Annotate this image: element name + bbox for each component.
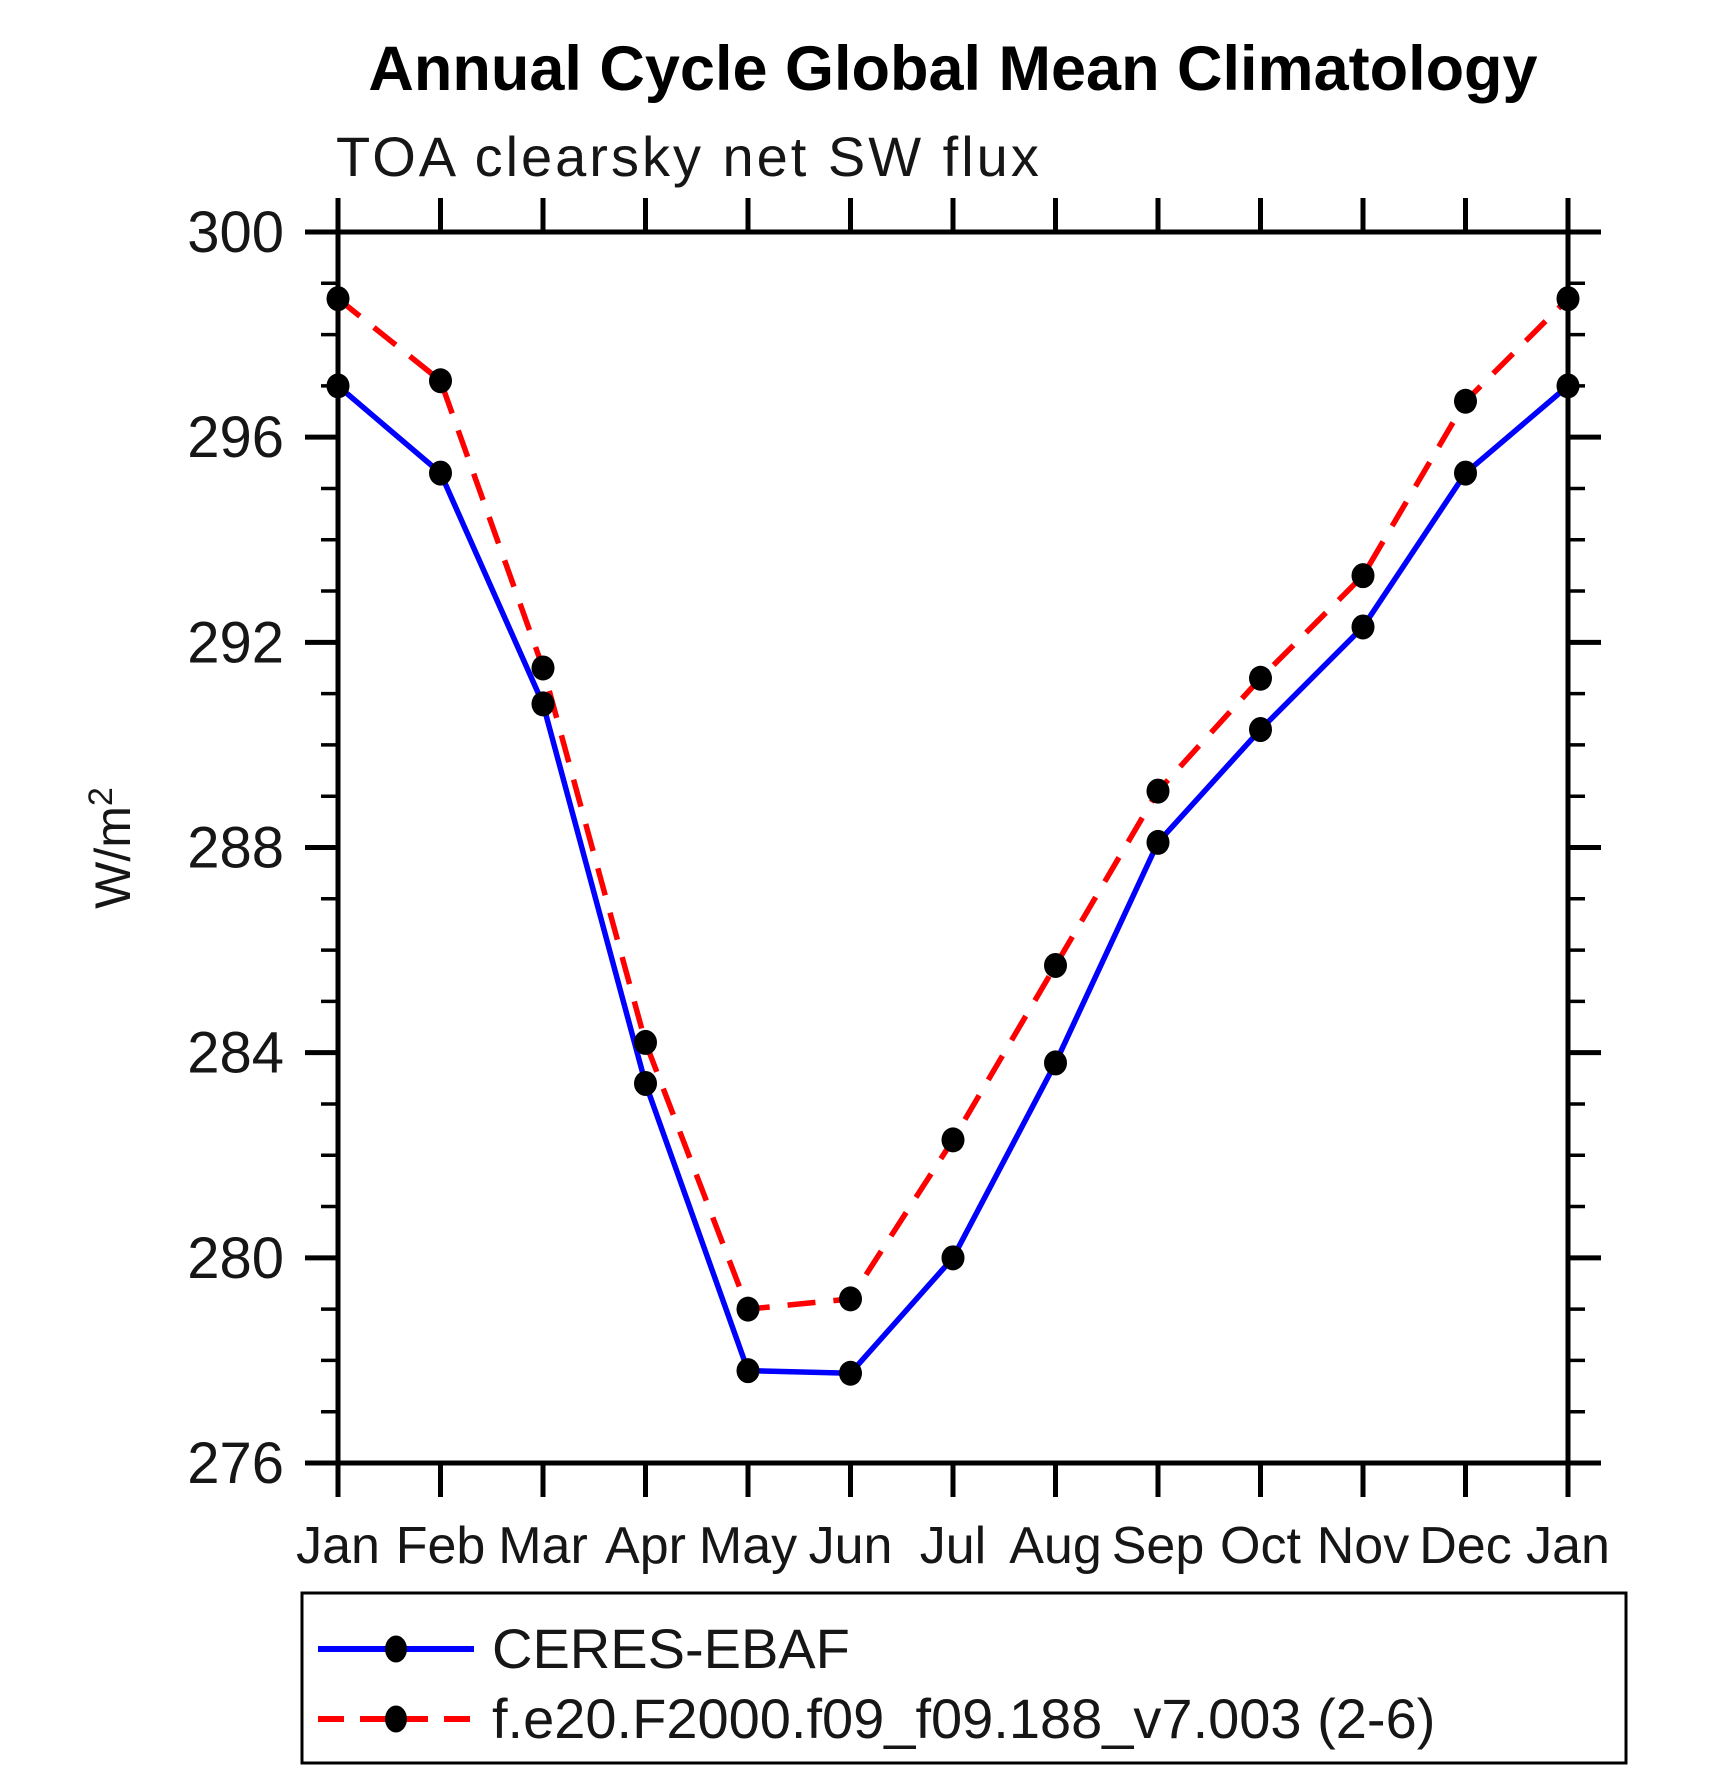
x-tick-label: Jan (296, 1517, 380, 1575)
x-tick-label: Apr (605, 1517, 686, 1575)
data-point-marker (1454, 460, 1477, 486)
y-tick-label: 292 (187, 610, 284, 675)
data-point-marker (1044, 952, 1067, 978)
y-tick-label: 276 (187, 1431, 284, 1496)
data-point-marker (839, 1360, 862, 1386)
data-point-marker (941, 1127, 965, 1153)
data-point-marker (941, 1245, 965, 1271)
x-tick-label: Jan (1526, 1517, 1610, 1575)
data-point-marker (326, 286, 350, 312)
series-line (336, 296, 1570, 1313)
y-tick-label: 300 (187, 200, 284, 265)
data-point-marker (1351, 614, 1375, 640)
data-point-marker (1146, 829, 1170, 855)
y-tick-label: 288 (187, 816, 284, 881)
data-point-marker (531, 655, 555, 681)
x-tick-label: Jun (809, 1517, 893, 1575)
legend-marker (385, 1635, 407, 1663)
data-point-marker (634, 1029, 657, 1055)
series-line (336, 383, 1570, 1377)
chart-title: Annual Cycle Global Mean Climatology (368, 34, 1537, 104)
data-point-marker (1556, 286, 1580, 312)
data-point-marker (736, 1296, 760, 1322)
x-tick-label: Aug (1009, 1517, 1102, 1575)
legend-label: CERES-EBAF (492, 1617, 850, 1680)
data-point-marker (429, 368, 452, 394)
x-tick-label: Feb (396, 1517, 486, 1575)
data-point-marker (429, 460, 452, 486)
x-tick-label: May (699, 1517, 797, 1575)
data-point-marker (1044, 1050, 1067, 1076)
y-tick-label: 280 (187, 1226, 284, 1291)
plot-area: 276 280 284 288 292 296 300 Jan Feb Mar Apr May Jun J… (187, 198, 1610, 1575)
data-point-marker (1249, 665, 1272, 691)
data-point-marker (1454, 388, 1477, 414)
x-tick-label: Nov (1317, 1517, 1409, 1575)
y-tick-label: 296 (187, 405, 284, 470)
data-point-marker (634, 1070, 657, 1096)
data-point-marker (531, 691, 555, 717)
x-tick-label: Oct (1220, 1517, 1301, 1575)
legend-marker (385, 1705, 407, 1733)
data-point-marker (1146, 778, 1170, 804)
data-point-marker (736, 1358, 760, 1384)
data-point-marker (839, 1286, 862, 1312)
y-axis-label: W/m2 (82, 787, 141, 909)
legend-label: f.e20.F2000.f09_f09.188_v7.003 (2-6) (492, 1687, 1435, 1750)
legend: CERES-EBAF f.e20.F2000.f09_f09.188_v7.003… (300, 1591, 1628, 1765)
data-point-marker (1249, 717, 1272, 743)
chart-subtitle: TOA clearsky net SW flux (336, 125, 1042, 188)
data-point-marker (326, 373, 350, 399)
plot-area-border (335, 229, 1571, 1466)
data-point-marker (1556, 373, 1580, 399)
data-point-marker (1351, 563, 1375, 589)
x-tick-label: Dec (1419, 1517, 1511, 1575)
x-tick-label: Jul (920, 1517, 986, 1575)
y-tick-label: 284 (187, 1021, 284, 1086)
legend-box (300, 1591, 1628, 1765)
x-tick-label: Sep (1112, 1517, 1205, 1575)
x-tick-label: Mar (498, 1517, 588, 1575)
